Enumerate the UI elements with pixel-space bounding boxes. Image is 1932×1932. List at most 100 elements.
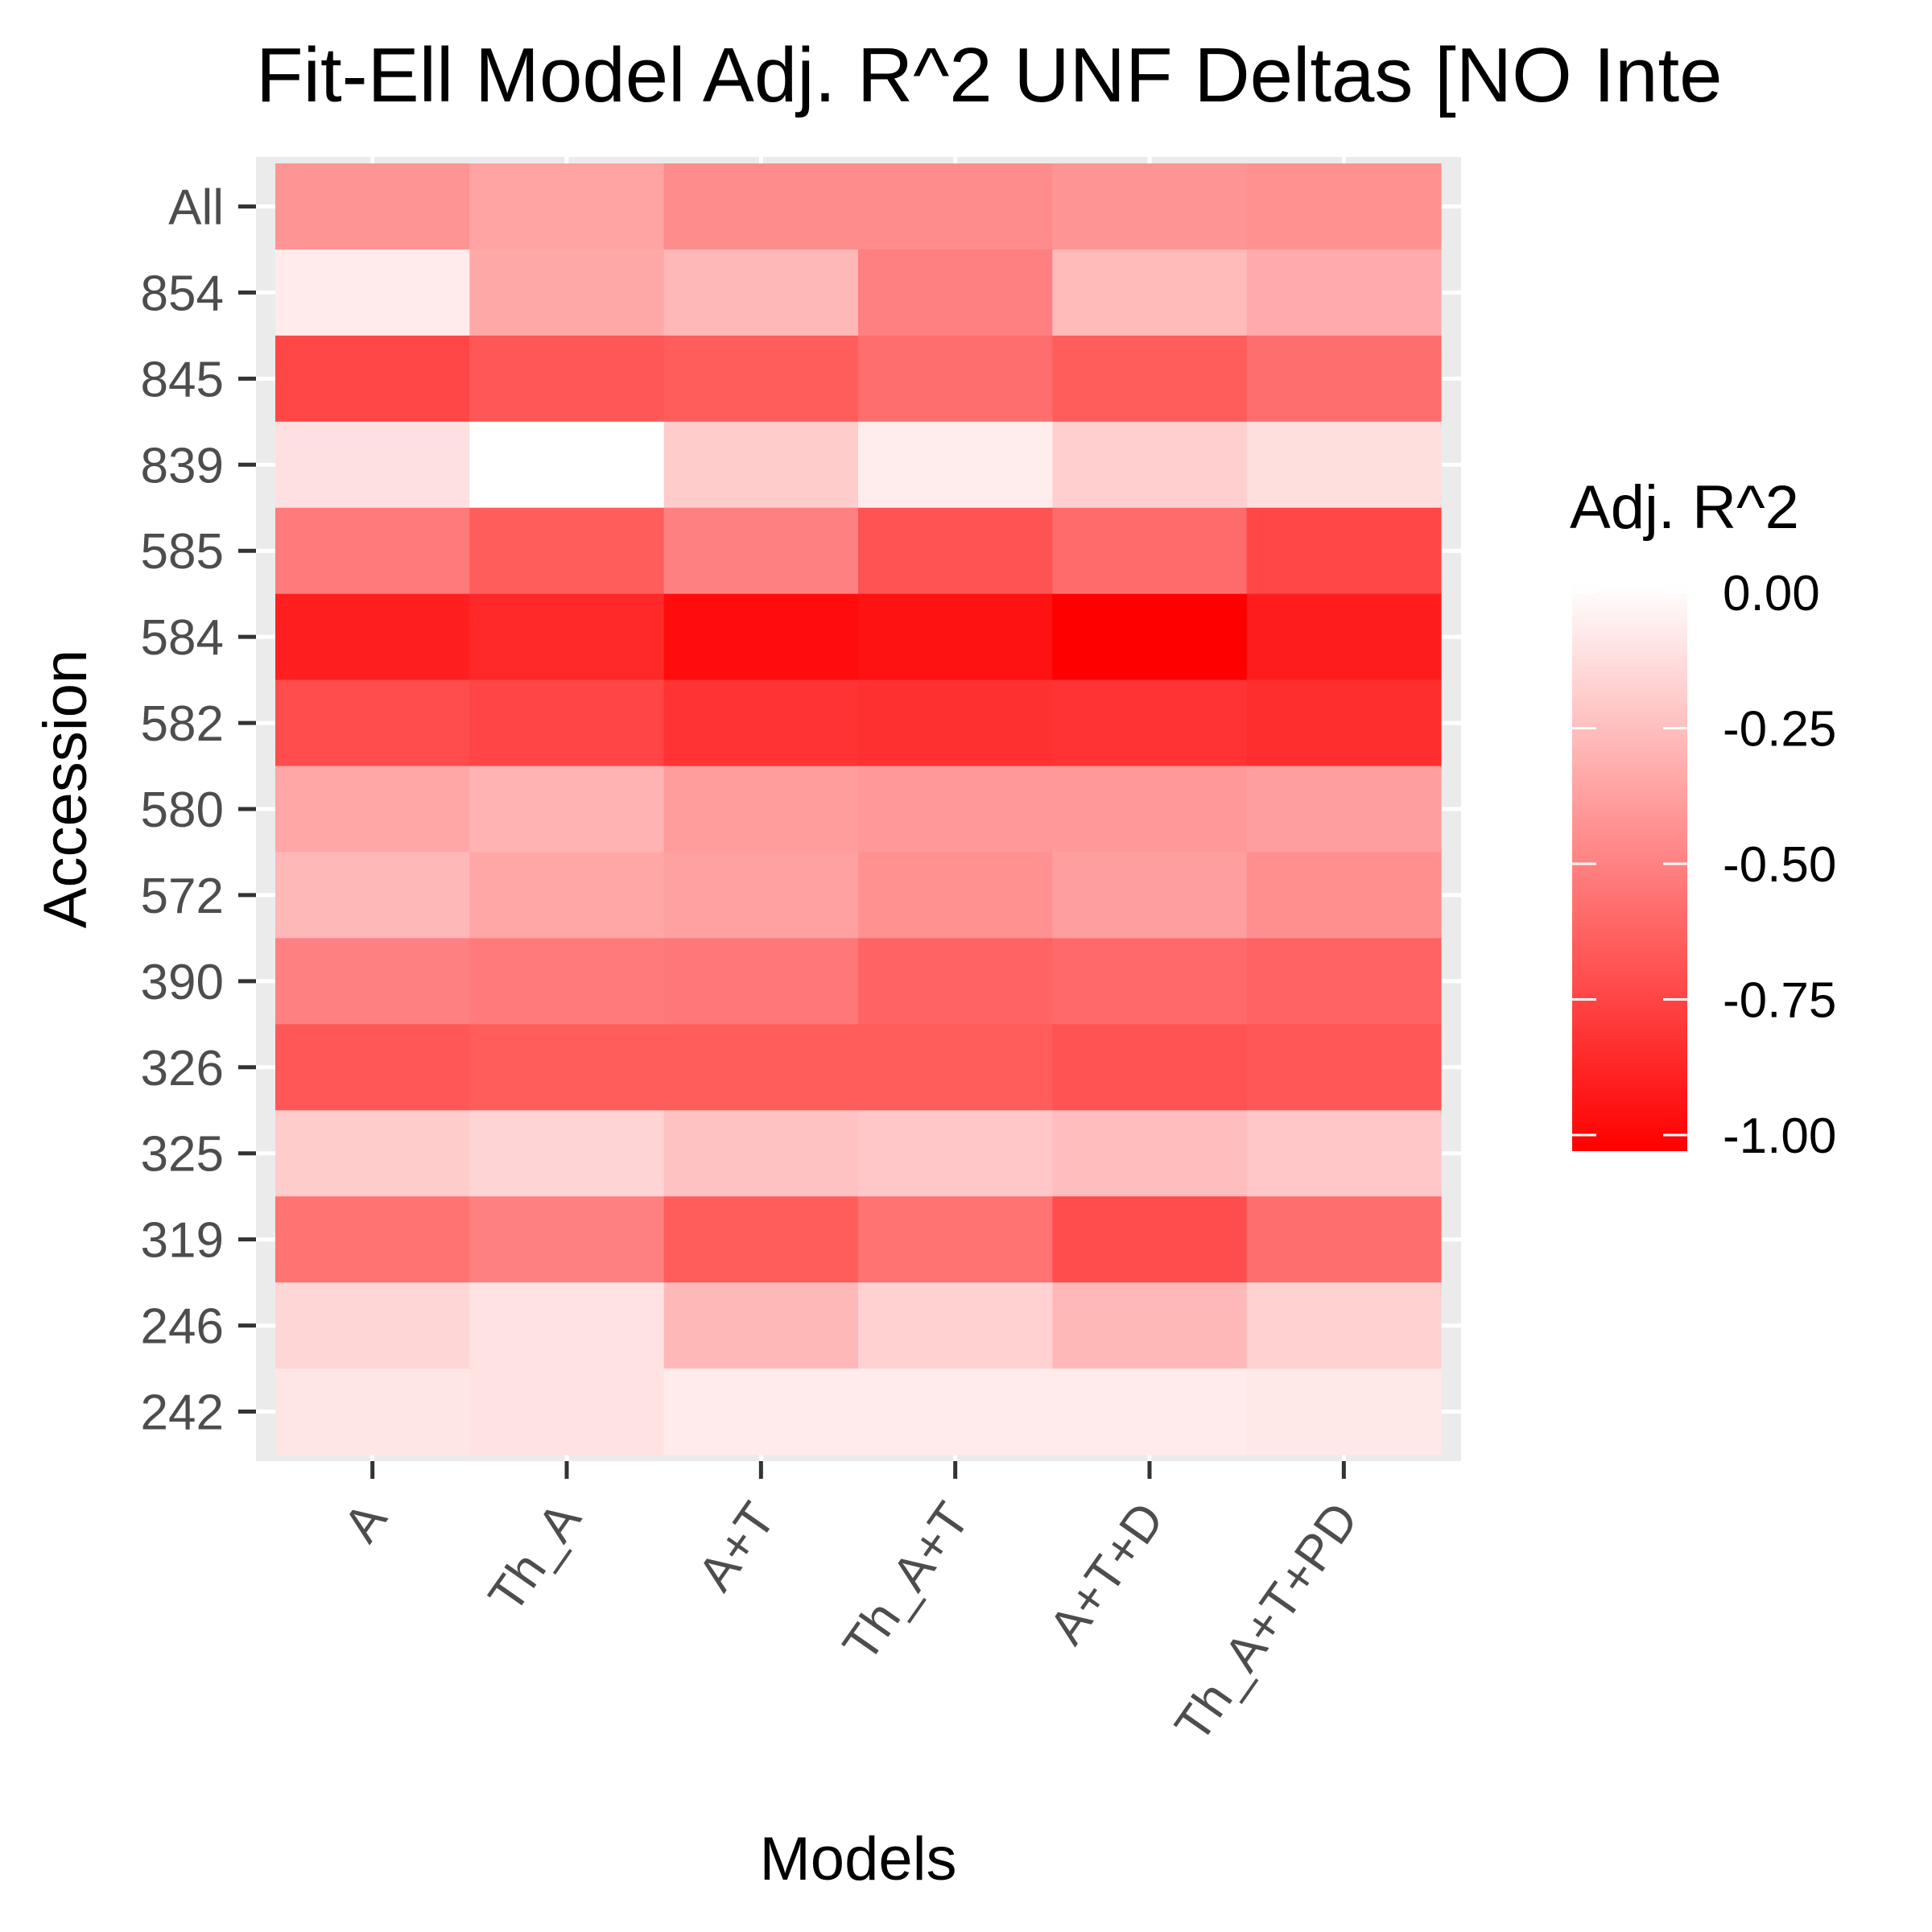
heatmap-cell (1246, 421, 1442, 509)
heatmap-cell (1052, 1024, 1248, 1111)
legend-tick-label: -1.00 (1723, 1108, 1836, 1164)
heatmap-cell (858, 163, 1053, 250)
heatmap-cell (1052, 507, 1248, 595)
heatmap-cell (663, 852, 859, 939)
heatmap-cell (1052, 1110, 1248, 1197)
heatmap-cell (275, 249, 470, 336)
legend-color-bar (1572, 584, 1687, 1151)
heatmap-cell (469, 1110, 665, 1197)
heatmap-cell (1246, 1024, 1442, 1111)
y-tick-label: 325 (141, 1127, 224, 1183)
heatmap-cell (469, 1024, 665, 1111)
heatmap-cell (858, 335, 1053, 423)
heatmap-cell (469, 938, 665, 1025)
heatmap-cell (663, 766, 859, 853)
heatmap-cell (1246, 679, 1442, 767)
heatmap-cell (663, 249, 859, 336)
heatmap-cell (1246, 1282, 1442, 1369)
legend-tick-label: -0.25 (1723, 702, 1836, 758)
y-axis: All 854 845 839 585 584 582 580 572 390 326 325 319 2… (141, 180, 256, 1441)
heatmap-cell (1052, 249, 1248, 336)
heatmap-cell (1052, 593, 1248, 681)
y-tick-label: 580 (141, 782, 224, 838)
heatmap-cell (858, 1282, 1053, 1369)
heatmap-cell (469, 1282, 665, 1369)
heatmap-cell (663, 593, 859, 681)
heatmap-cell (275, 507, 470, 595)
legend-ticks: 0.00 -0.25 -0.50 -0.75 -1.00 (1572, 566, 1836, 1164)
heatmap-cell (663, 163, 859, 250)
legend-tick-label: -0.75 (1723, 973, 1836, 1029)
heatmap-cell (469, 1368, 665, 1455)
heatmap-cell (858, 679, 1053, 767)
heatmap-cell (469, 679, 665, 767)
y-tick-label: 584 (141, 610, 224, 666)
heatmap-cell (663, 507, 859, 595)
y-axis-title: Accession (31, 650, 100, 928)
heatmap-cell (1246, 163, 1442, 250)
heatmap-cell (275, 1368, 470, 1455)
y-tick-label: 839 (141, 438, 224, 493)
heatmap-cell (1052, 335, 1248, 423)
heatmap-cell (1246, 766, 1442, 853)
y-tick-label: 572 (141, 869, 224, 924)
heatmap-cell (1246, 249, 1442, 336)
heatmap-cell (275, 1282, 470, 1369)
heatmap-cell (1052, 163, 1248, 250)
heatmap-cell (275, 679, 470, 767)
x-tick-label: Th_A+T+PD (1165, 1492, 1369, 1752)
y-tick-label: 319 (141, 1213, 224, 1269)
heatmap-cell (275, 593, 470, 681)
y-tick-label: 582 (141, 696, 224, 752)
heatmap-cell (858, 249, 1053, 336)
heatmap-cell (858, 421, 1053, 509)
heatmap-cell (469, 163, 665, 250)
heatmap-cell (858, 852, 1053, 939)
legend-title: Adj. R^2 (1570, 473, 1799, 542)
color-legend: Adj. R^2 0.00 -0.25 -0.50 -0.75 -1.00 (1570, 473, 1836, 1164)
legend-tick-label: -0.50 (1723, 837, 1836, 893)
heatmap-cell (858, 938, 1053, 1025)
x-tick-label: Th_A+T (832, 1492, 980, 1671)
heatmap-cell (663, 1024, 859, 1111)
x-tick-label: A+T (687, 1492, 786, 1600)
heatmap-cell (1246, 1110, 1442, 1197)
heatmap-cell (663, 1368, 859, 1455)
heatmap-cell (469, 593, 665, 681)
heatmap-cell (1052, 1196, 1248, 1283)
heatmap-cell (469, 335, 665, 423)
y-tick-label: 845 (141, 352, 224, 407)
heatmap-cells (275, 163, 1442, 1455)
heatmap-cell (275, 852, 470, 939)
heatmap-cell (469, 1196, 665, 1283)
heatmap-cell (858, 1024, 1053, 1111)
heatmap-cell (1246, 938, 1442, 1025)
heatmap-cell (275, 421, 470, 509)
heatmap-cell (1246, 593, 1442, 681)
heatmap-cell (663, 335, 859, 423)
heatmap-cell (663, 1110, 859, 1197)
heatmap-cell (469, 766, 665, 853)
chart-title: Fit-Ell Model Adj. R^2 UNF Deltas [NO In… (256, 32, 1723, 118)
heatmap-cell (275, 1196, 470, 1283)
heatmap-cell (663, 938, 859, 1025)
heatmap-cell (858, 593, 1053, 681)
heatmap-cell (469, 421, 665, 509)
heatmap-cell (663, 1282, 859, 1369)
legend-tick-label: 0.00 (1723, 566, 1820, 621)
heatmap-cell (469, 249, 665, 336)
y-tick-label: 585 (141, 524, 224, 580)
heatmap-cell (1246, 335, 1442, 423)
heatmap-cell (275, 163, 470, 250)
heatmap-cell (1052, 679, 1248, 767)
heatmap-cell (858, 507, 1053, 595)
heatmap-cell (275, 1024, 470, 1111)
heatmap-cell (663, 679, 859, 767)
heatmap-cell (858, 1368, 1053, 1455)
y-tick-label: 242 (141, 1385, 224, 1441)
x-tick-label: Th_A (478, 1492, 592, 1622)
y-tick-label: 326 (141, 1041, 224, 1096)
heatmap-cell (1246, 1368, 1442, 1455)
heatmap-cell (663, 1196, 859, 1283)
x-tick-label: A+T+D (1038, 1492, 1174, 1653)
